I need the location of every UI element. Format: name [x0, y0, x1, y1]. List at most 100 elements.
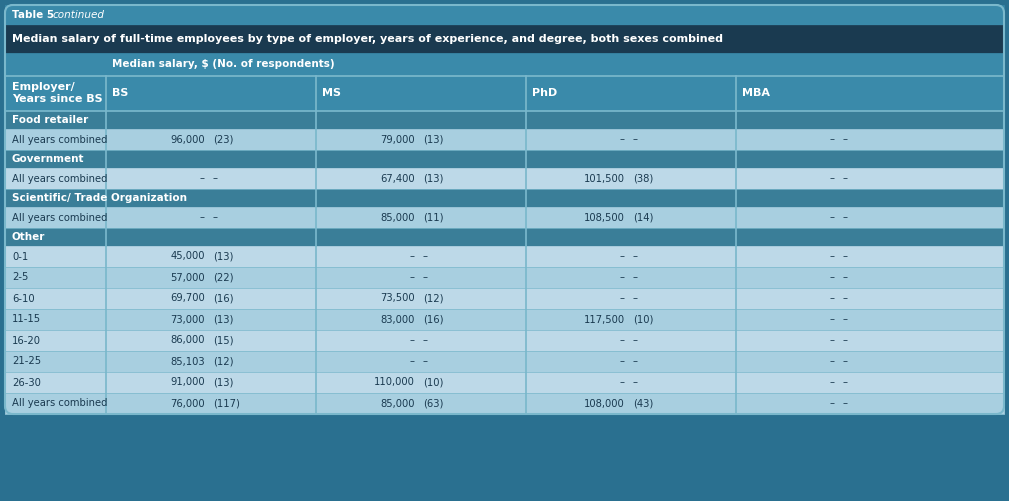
Text: (10): (10) [423, 377, 443, 387]
Text: 101,500: 101,500 [584, 173, 625, 183]
Bar [5, 246, 1004, 267]
Text: All years combined: All years combined [12, 134, 108, 144]
Bar [5, 5, 1004, 414]
Text: –: – [830, 336, 835, 346]
Bar [5, 189, 1004, 207]
Text: MS: MS [322, 88, 341, 98]
Bar [5, 53, 1004, 75]
Bar [5, 75, 1004, 111]
Text: –: – [843, 134, 848, 144]
Text: 69,700: 69,700 [171, 294, 205, 304]
Text: (38): (38) [633, 173, 653, 183]
Text: –: – [410, 357, 415, 367]
Text: (14): (14) [633, 212, 654, 222]
Bar [5, 372, 1004, 393]
Text: –: – [633, 273, 638, 283]
Text: –: – [843, 398, 848, 408]
Text: 6-10: 6-10 [12, 294, 34, 304]
Bar [5, 330, 1004, 351]
Text: 73,000: 73,000 [171, 315, 205, 325]
Text: –: – [830, 273, 835, 283]
Text: –: – [830, 357, 835, 367]
Text: 91,000: 91,000 [171, 377, 205, 387]
Text: (11): (11) [423, 212, 444, 222]
Text: All years combined: All years combined [12, 212, 108, 222]
Text: –: – [843, 315, 848, 325]
Text: 117,500: 117,500 [584, 315, 625, 325]
Text: Employer/
Years since BS: Employer/ Years since BS [12, 82, 103, 104]
Text: 96,000: 96,000 [171, 134, 205, 144]
Text: All years combined: All years combined [12, 173, 108, 183]
Text: 79,000: 79,000 [380, 134, 415, 144]
Text: (16): (16) [213, 294, 233, 304]
Text: –: – [830, 398, 835, 408]
Text: –: – [830, 252, 835, 262]
Text: 85,000: 85,000 [380, 212, 415, 222]
Text: –: – [830, 134, 835, 144]
Bar [5, 309, 1004, 330]
Text: (13): (13) [213, 377, 233, 387]
Text: –: – [423, 357, 428, 367]
Text: –: – [843, 357, 848, 367]
Text: –: – [843, 212, 848, 222]
Text: (13): (13) [213, 315, 233, 325]
Text: –: – [213, 173, 218, 183]
Bar [5, 5, 1004, 25]
Bar [5, 111, 1004, 129]
Text: 16-20: 16-20 [12, 336, 41, 346]
Text: –: – [620, 336, 625, 346]
Bar [5, 129, 1004, 150]
Text: –: – [830, 377, 835, 387]
Text: –: – [620, 377, 625, 387]
Text: –: – [843, 377, 848, 387]
Text: –: – [830, 315, 835, 325]
Text: 108,500: 108,500 [584, 212, 625, 222]
Text: –: – [843, 173, 848, 183]
Text: –: – [843, 336, 848, 346]
FancyBboxPatch shape [5, 5, 1004, 414]
Text: –: – [830, 212, 835, 222]
Text: 110,000: 110,000 [374, 377, 415, 387]
Text: –: – [423, 252, 428, 262]
Text: (15): (15) [213, 336, 233, 346]
Text: MBA: MBA [742, 88, 770, 98]
Text: –: – [620, 252, 625, 262]
Text: (117): (117) [213, 398, 240, 408]
Bar [5, 288, 1004, 309]
Text: –: – [620, 294, 625, 304]
Text: (13): (13) [213, 252, 233, 262]
Text: 85,000: 85,000 [380, 398, 415, 408]
Text: (22): (22) [213, 273, 233, 283]
Text: 83,000: 83,000 [380, 315, 415, 325]
Text: 86,000: 86,000 [171, 336, 205, 346]
Text: 85,103: 85,103 [171, 357, 205, 367]
Text: –: – [410, 273, 415, 283]
Text: PhD: PhD [532, 88, 557, 98]
Text: (13): (13) [423, 134, 443, 144]
Text: Median salary of full-time employees by type of employer, years of experience, a: Median salary of full-time employees by … [12, 34, 723, 44]
Bar [5, 351, 1004, 372]
Text: –: – [633, 377, 638, 387]
Text: Scientific/ Trade Organization: Scientific/ Trade Organization [12, 193, 187, 203]
Text: 26-30: 26-30 [12, 377, 41, 387]
Text: Food retailer: Food retailer [12, 115, 88, 125]
Bar [5, 267, 1004, 288]
Text: 67,400: 67,400 [380, 173, 415, 183]
Text: –: – [830, 294, 835, 304]
Text: 57,000: 57,000 [171, 273, 205, 283]
Text: (12): (12) [423, 294, 444, 304]
Text: 108,000: 108,000 [584, 398, 625, 408]
Text: (43): (43) [633, 398, 653, 408]
Text: 45,000: 45,000 [171, 252, 205, 262]
Text: –: – [213, 212, 218, 222]
Text: continued: continued [53, 10, 105, 20]
Text: –: – [633, 252, 638, 262]
Text: –: – [423, 273, 428, 283]
Text: (12): (12) [213, 357, 233, 367]
Text: –: – [620, 134, 625, 144]
Text: –: – [843, 273, 848, 283]
Text: 73,500: 73,500 [380, 294, 415, 304]
Text: (63): (63) [423, 398, 443, 408]
Text: 76,000: 76,000 [171, 398, 205, 408]
Text: Table 5: Table 5 [12, 10, 58, 20]
